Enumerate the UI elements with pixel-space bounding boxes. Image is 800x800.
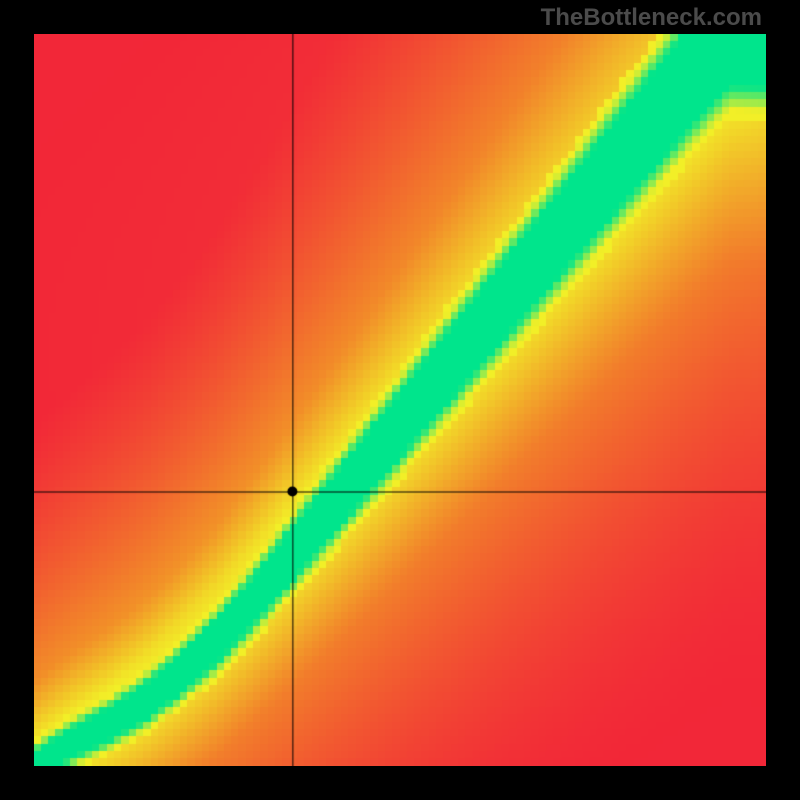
heatmap-canvas — [34, 34, 766, 766]
plot-area — [34, 34, 766, 766]
chart-frame: TheBottleneck.com — [0, 0, 800, 800]
watermark-text: TheBottleneck.com — [541, 4, 762, 32]
